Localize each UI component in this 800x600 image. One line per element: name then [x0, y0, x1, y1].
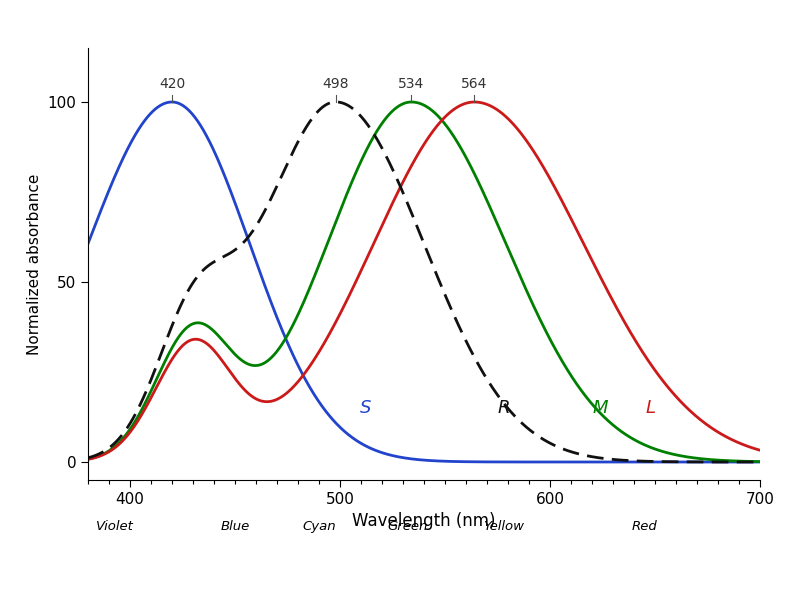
- Text: M: M: [593, 399, 608, 417]
- Y-axis label: Normalized absorbance: Normalized absorbance: [26, 173, 42, 355]
- Text: 564: 564: [462, 77, 487, 91]
- Text: Red: Red: [632, 520, 658, 533]
- Text: S: S: [359, 399, 371, 417]
- X-axis label: Wavelength (nm): Wavelength (nm): [352, 512, 496, 530]
- Text: 498: 498: [322, 77, 349, 91]
- Text: Cyan: Cyan: [302, 520, 336, 533]
- Text: 534: 534: [398, 77, 425, 91]
- Text: Violet: Violet: [96, 520, 134, 533]
- Text: Yellow: Yellow: [483, 520, 524, 533]
- Text: R: R: [498, 399, 510, 417]
- Text: Blue: Blue: [220, 520, 250, 533]
- Text: L: L: [646, 399, 656, 417]
- Text: Green: Green: [387, 520, 427, 533]
- Text: 420: 420: [159, 77, 185, 91]
